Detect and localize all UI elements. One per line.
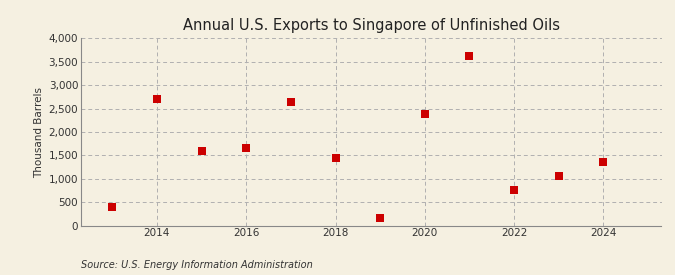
Point: [241, 146, 252, 150]
Point: [107, 205, 117, 209]
Point: [554, 174, 564, 179]
Y-axis label: Thousand Barrels: Thousand Barrels: [34, 87, 45, 177]
Text: Source: U.S. Energy Information Administration: Source: U.S. Energy Information Administ…: [81, 260, 313, 270]
Point: [151, 97, 162, 101]
Title: Annual U.S. Exports to Singapore of Unfinished Oils: Annual U.S. Exports to Singapore of Unfi…: [183, 18, 560, 33]
Point: [196, 148, 207, 153]
Point: [598, 160, 609, 164]
Point: [286, 99, 296, 104]
Point: [509, 188, 520, 192]
Point: [375, 216, 385, 221]
Point: [464, 54, 475, 58]
Point: [419, 112, 430, 117]
Point: [330, 155, 341, 160]
